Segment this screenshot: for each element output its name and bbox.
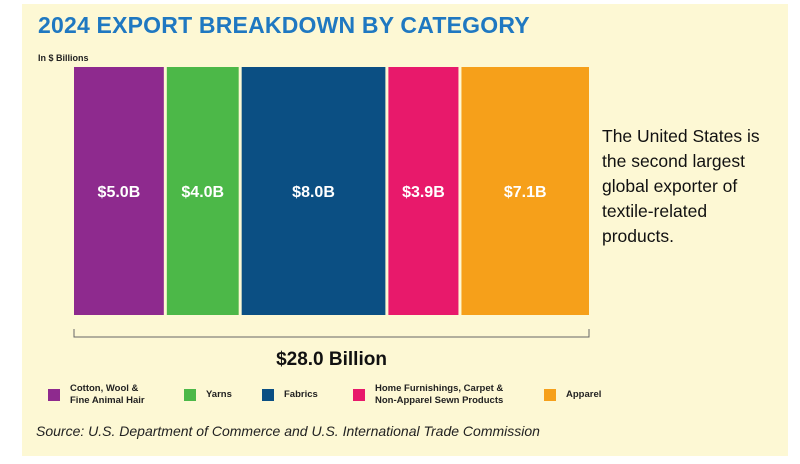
- legend-label: Yarns: [206, 389, 232, 400]
- legend-label: Home Furnishings, Carpet & Non-Apparel S…: [375, 383, 504, 406]
- bar-3: [241, 67, 386, 315]
- legend-label: Cotton, Wool & Fine Animal Hair: [70, 383, 145, 406]
- bar-value-label-1: $5.0B: [98, 184, 141, 201]
- bar-5: [461, 67, 589, 315]
- legend-item-5: Apparel: [544, 382, 601, 408]
- chart-panel: 2024 EXPORT BREAKDOWN BY CATEGORY In $ B…: [22, 4, 788, 456]
- legend-item-1: Cotton, Wool & Fine Animal Hair: [48, 382, 145, 408]
- total-label: $28.0 Billion: [276, 349, 387, 370]
- legend-swatch: [544, 389, 556, 401]
- source-note: Source: U.S. Department of Commerce and …: [36, 423, 540, 439]
- bar-value-label-5: $7.1B: [504, 184, 547, 201]
- bar-value-label-4: $3.9B: [402, 184, 445, 201]
- unit-label: In $ Billions: [38, 53, 89, 63]
- bar-value-label-2: $4.0B: [181, 184, 224, 201]
- legend-swatch: [48, 389, 60, 401]
- total-bracket: [73, 329, 590, 338]
- legend-item-2: Yarns: [184, 382, 232, 408]
- bar-4: [388, 67, 459, 315]
- bar-chart: $5.0B $4.0B $8.0B $3.9B $7.1B $28.0 Billion: [73, 67, 590, 370]
- side-note: The United States is the second largest …: [602, 126, 760, 246]
- bar-value-label-3: $8.0B: [292, 184, 335, 201]
- legend-item-4: Home Furnishings, Carpet & Non-Apparel S…: [353, 382, 503, 408]
- chart-title: 2024 EXPORT BREAKDOWN BY CATEGORY: [38, 12, 530, 38]
- legend-item-3: Fabrics: [262, 382, 318, 408]
- legend-label: Fabrics: [284, 389, 318, 400]
- legend-swatch: [262, 389, 274, 401]
- legend-swatch: [353, 389, 365, 401]
- bar-1: [74, 67, 164, 315]
- legend-label: Apparel: [566, 389, 602, 400]
- legend-swatch: [184, 389, 196, 401]
- bar-2: [166, 67, 239, 315]
